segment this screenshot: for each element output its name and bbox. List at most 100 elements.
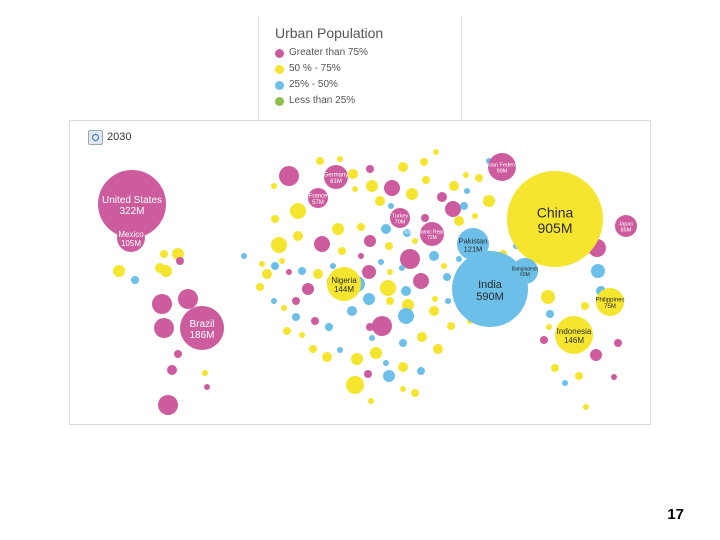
- minor-bubble[interactable]: [299, 332, 305, 338]
- minor-bubble[interactable]: [154, 318, 174, 338]
- minor-bubble[interactable]: [400, 386, 406, 392]
- minor-bubble[interactable]: [293, 231, 303, 241]
- minor-bubble[interactable]: [583, 404, 589, 410]
- minor-bubble[interactable]: [375, 196, 385, 206]
- minor-bubble[interactable]: [313, 269, 323, 279]
- minor-bubble[interactable]: [172, 248, 184, 260]
- bubble-iran-islamic-republic-of[interactable]: [420, 222, 444, 246]
- minor-bubble[interactable]: [366, 180, 378, 192]
- minor-bubble[interactable]: [281, 305, 287, 311]
- minor-bubble[interactable]: [316, 157, 324, 165]
- minor-bubble[interactable]: [433, 149, 439, 155]
- minor-bubble[interactable]: [204, 384, 210, 390]
- minor-bubble[interactable]: [412, 238, 418, 244]
- minor-bubble[interactable]: [381, 224, 391, 234]
- minor-bubble[interactable]: [398, 162, 408, 172]
- minor-bubble[interactable]: [352, 186, 358, 192]
- minor-bubble[interactable]: [366, 165, 374, 173]
- minor-bubble[interactable]: [449, 181, 459, 191]
- minor-bubble[interactable]: [398, 308, 414, 324]
- bubble-indonesia[interactable]: [555, 316, 593, 354]
- minor-bubble[interactable]: [152, 294, 172, 314]
- minor-bubble[interactable]: [271, 215, 279, 223]
- minor-bubble[interactable]: [385, 242, 393, 250]
- bubble-japan[interactable]: [615, 215, 637, 237]
- minor-bubble[interactable]: [399, 265, 405, 271]
- minor-bubble[interactable]: [174, 350, 182, 358]
- minor-bubble[interactable]: [311, 317, 319, 325]
- minor-bubble[interactable]: [337, 156, 343, 162]
- minor-bubble[interactable]: [384, 180, 400, 196]
- minor-bubble[interactable]: [611, 374, 617, 380]
- bubble-bangladesh[interactable]: [512, 258, 538, 284]
- bubble-united-states[interactable]: [98, 170, 166, 238]
- minor-bubble[interactable]: [402, 299, 414, 311]
- minor-bubble[interactable]: [358, 253, 364, 259]
- minor-bubble[interactable]: [292, 297, 300, 305]
- minor-bubble[interactable]: [292, 313, 300, 321]
- minor-bubble[interactable]: [417, 367, 425, 375]
- minor-bubble[interactable]: [387, 269, 393, 275]
- minor-bubble[interactable]: [279, 258, 285, 264]
- minor-bubble[interactable]: [158, 395, 178, 415]
- minor-bubble[interactable]: [399, 339, 407, 347]
- minor-bubble[interactable]: [309, 345, 317, 353]
- minor-bubble[interactable]: [421, 214, 429, 222]
- minor-bubble[interactable]: [422, 176, 430, 184]
- minor-bubble[interactable]: [483, 195, 495, 207]
- bubble-mexico[interactable]: [117, 224, 145, 252]
- minor-bubble[interactable]: [386, 297, 394, 305]
- minor-bubble[interactable]: [575, 372, 583, 380]
- minor-bubble[interactable]: [378, 259, 384, 265]
- minor-bubble[interactable]: [262, 269, 272, 279]
- minor-bubble[interactable]: [131, 276, 139, 284]
- bubble-philippines[interactable]: [596, 288, 624, 316]
- bubble-brazil[interactable]: [180, 306, 224, 350]
- minor-bubble[interactable]: [279, 166, 299, 186]
- minor-bubble[interactable]: [298, 267, 306, 275]
- minor-bubble[interactable]: [406, 188, 418, 200]
- minor-bubble[interactable]: [445, 201, 461, 217]
- minor-bubble[interactable]: [463, 172, 469, 178]
- minor-bubble[interactable]: [283, 327, 291, 335]
- minor-bubble[interactable]: [447, 322, 455, 330]
- minor-bubble[interactable]: [388, 203, 394, 209]
- minor-bubble[interactable]: [398, 362, 408, 372]
- minor-bubble[interactable]: [286, 269, 292, 275]
- minor-bubble[interactable]: [351, 353, 363, 365]
- bubble-turkey[interactable]: [390, 208, 410, 228]
- minor-bubble[interactable]: [348, 169, 358, 179]
- minor-bubble[interactable]: [403, 229, 411, 237]
- bubble-india[interactable]: [452, 251, 528, 327]
- minor-bubble[interactable]: [475, 174, 483, 182]
- minor-bubble[interactable]: [411, 389, 419, 397]
- minor-bubble[interactable]: [546, 324, 552, 330]
- minor-bubble[interactable]: [364, 370, 372, 378]
- minor-bubble[interactable]: [460, 202, 468, 210]
- minor-bubble[interactable]: [581, 302, 589, 310]
- minor-bubble[interactable]: [330, 263, 336, 269]
- minor-bubble[interactable]: [176, 257, 184, 265]
- minor-bubble[interactable]: [437, 192, 447, 202]
- minor-bubble[interactable]: [322, 352, 332, 362]
- minor-bubble[interactable]: [202, 370, 208, 376]
- minor-bubble[interactable]: [347, 306, 357, 316]
- bubble-germany[interactable]: [324, 165, 348, 189]
- minor-bubble[interactable]: [417, 332, 427, 342]
- minor-bubble[interactable]: [271, 298, 277, 304]
- minor-bubble[interactable]: [441, 263, 447, 269]
- minor-bubble[interactable]: [551, 364, 559, 372]
- minor-bubble[interactable]: [178, 289, 198, 309]
- minor-bubble[interactable]: [401, 286, 411, 296]
- minor-bubble[interactable]: [271, 262, 279, 270]
- minor-bubble[interactable]: [366, 323, 374, 331]
- minor-bubble[interactable]: [338, 247, 346, 255]
- minor-bubble[interactable]: [259, 261, 265, 267]
- bubble-nigeria[interactable]: [327, 267, 361, 301]
- minor-bubble[interactable]: [429, 251, 439, 261]
- minor-bubble[interactable]: [160, 250, 168, 258]
- minor-bubble[interactable]: [614, 339, 622, 347]
- minor-bubble[interactable]: [363, 293, 375, 305]
- minor-bubble[interactable]: [413, 273, 429, 289]
- minor-bubble[interactable]: [590, 349, 602, 361]
